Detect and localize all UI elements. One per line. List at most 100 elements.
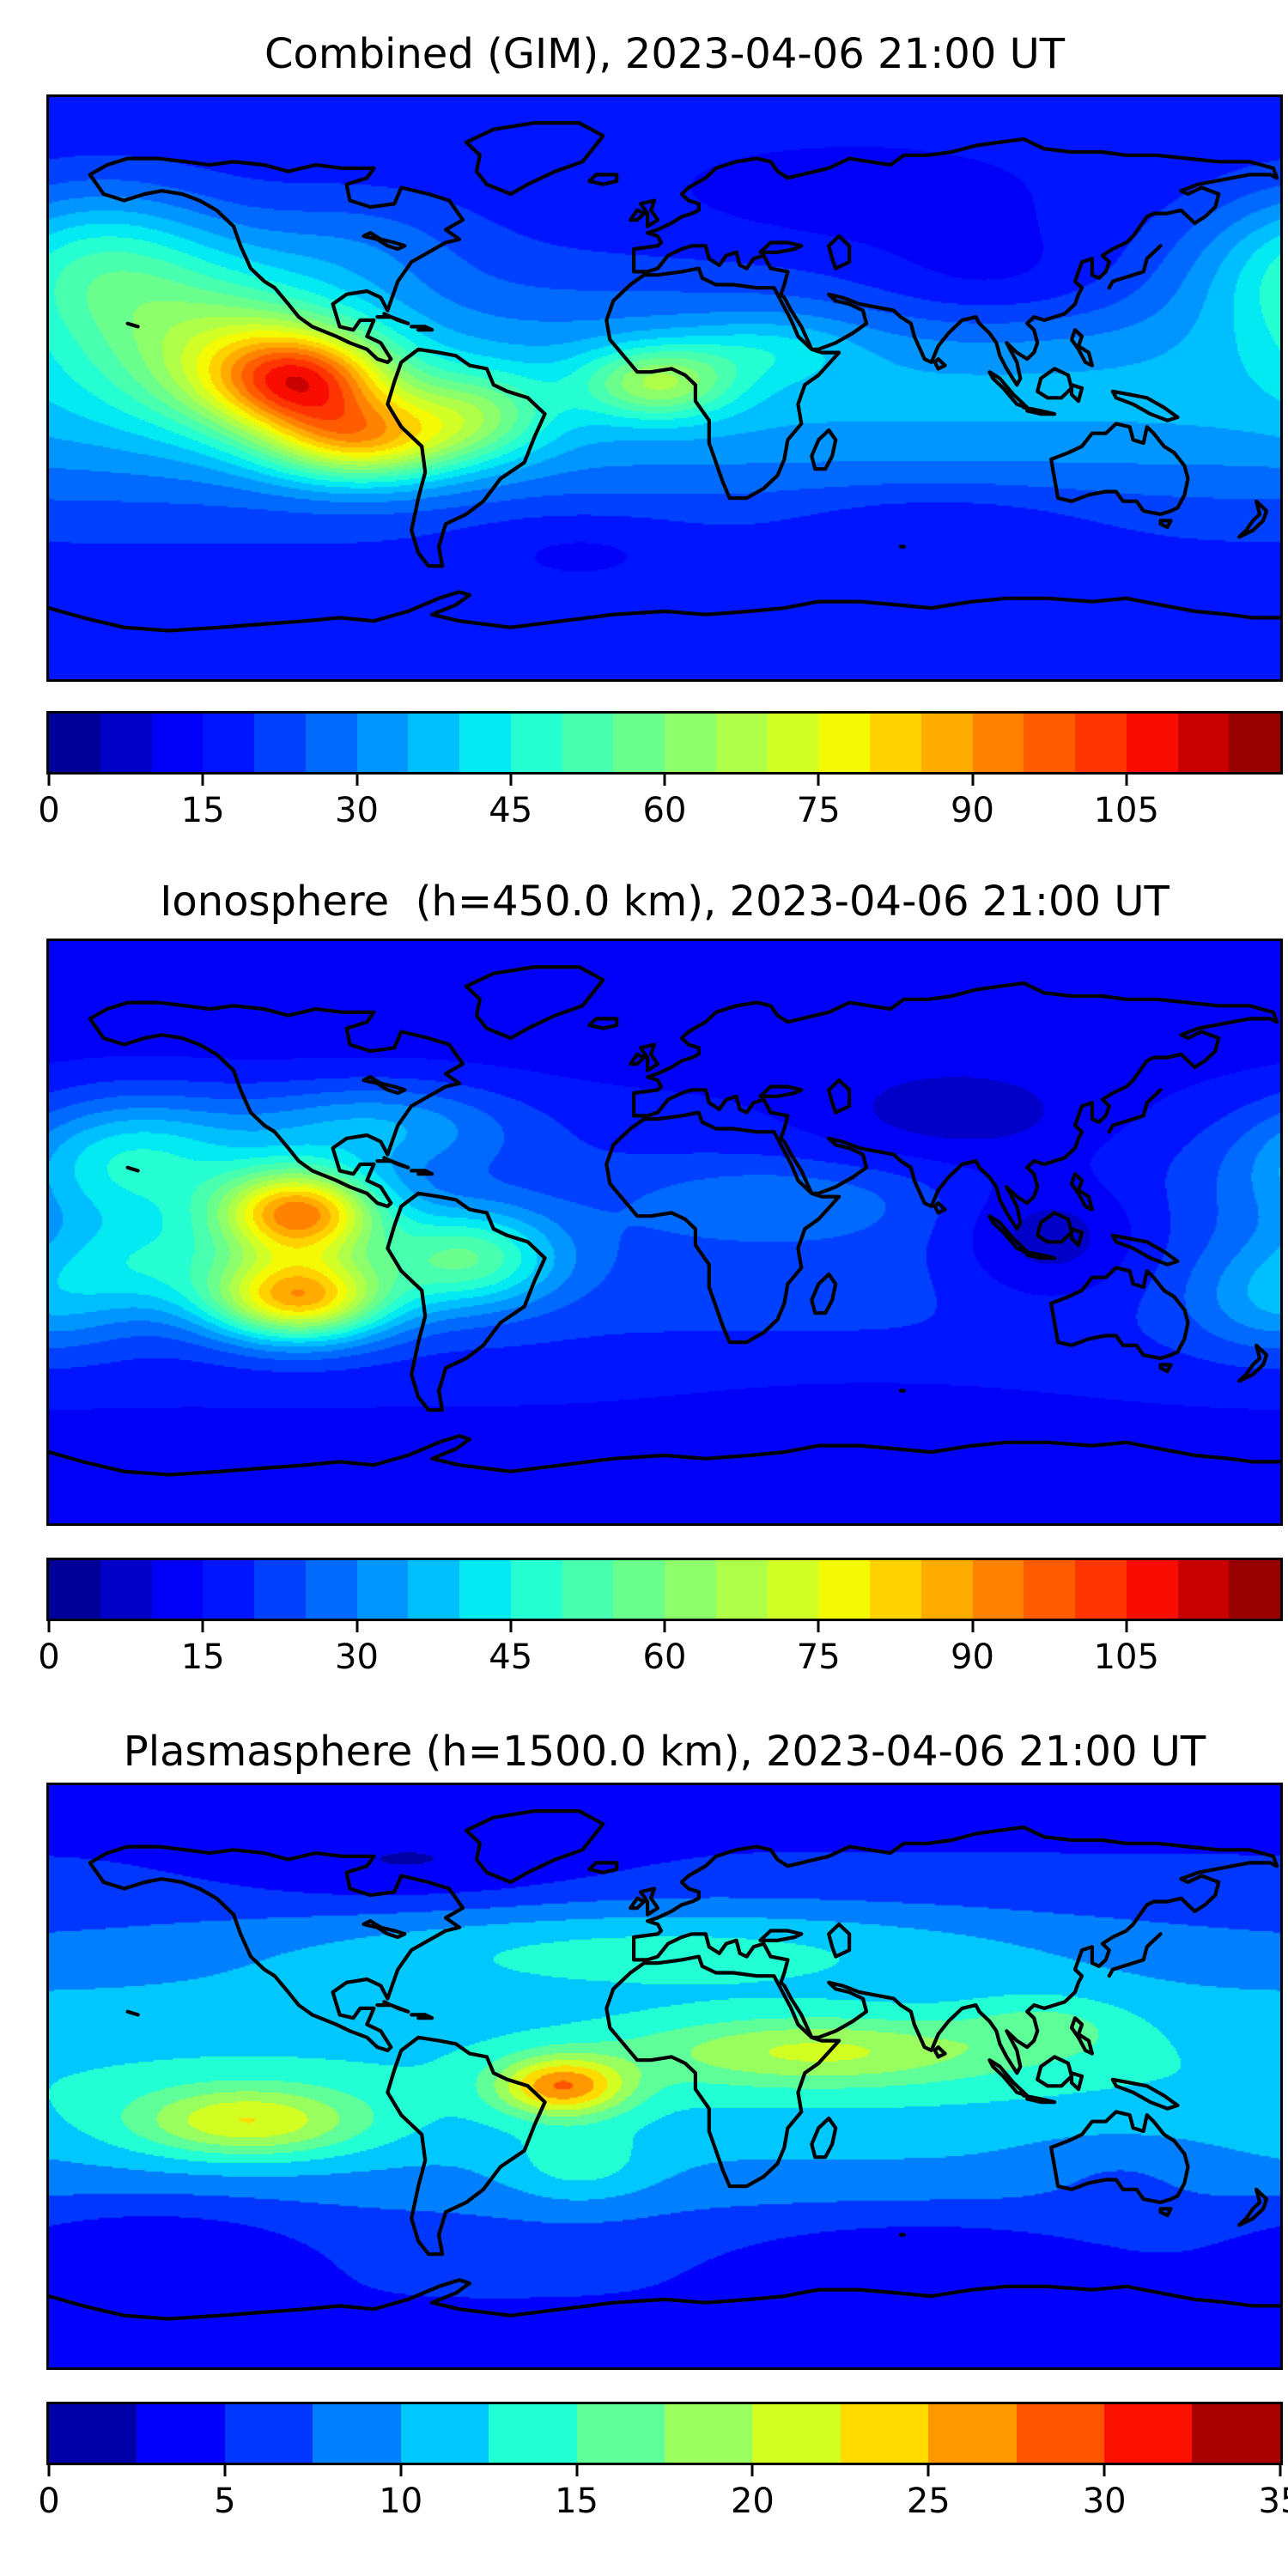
colorbar-tick-mark <box>47 1619 51 1632</box>
colorbar-tick-mark <box>817 1619 820 1632</box>
colorbar-segment <box>203 1560 254 1619</box>
colorbar-tick-label: 35 <box>1258 2482 1288 2521</box>
map-combined-gim <box>46 94 1283 682</box>
colorbar-tickmarks <box>47 772 1280 787</box>
colorbar-segment <box>767 1560 819 1619</box>
colorbar-tick-label: 75 <box>796 1637 841 1677</box>
colorbar-segment <box>489 2404 577 2463</box>
colorbar-tick-label: 10 <box>379 2482 423 2521</box>
colorbar-segment <box>1177 714 1230 772</box>
colorbar-ionosphere <box>46 1558 1283 1621</box>
colorbar-segment <box>1229 1560 1280 1619</box>
colorbar-tick-label: 15 <box>180 1637 225 1677</box>
colorbar-tick-label: 0 <box>38 1637 60 1677</box>
colorbar-tick-label: 90 <box>951 1637 994 1677</box>
colorbar-tick-mark <box>971 772 974 786</box>
colorbar-segment <box>576 2404 665 2463</box>
colorbar-segment <box>818 1560 870 1619</box>
colorbar-segment <box>562 714 614 772</box>
colorbar-tick-mark <box>509 1619 513 1632</box>
colorbar-tick-mark <box>47 2463 51 2476</box>
colorbar-segment <box>1016 2404 1105 2463</box>
colorbar-segment <box>459 714 511 772</box>
colorbar-segment <box>613 1560 665 1619</box>
colorbar-segment <box>613 714 665 772</box>
colorbar-tick-mark <box>355 1619 358 1632</box>
colorbar-tick-mark <box>1103 2463 1106 2476</box>
colorbar-segment <box>1192 2404 1280 2463</box>
colorbar-segment <box>1075 714 1127 772</box>
map-plasmasphere <box>46 1783 1283 2370</box>
colorbar-tick-mark <box>971 1619 974 1632</box>
colorbar-tick-mark <box>817 772 820 786</box>
colorbar-ticklabels: 0 5 10 15 20 25 30 35 <box>38 2482 1288 2522</box>
coastlines-overlay <box>49 1809 1280 2321</box>
colorbar-segment <box>1126 714 1178 772</box>
colorbar-segment <box>408 714 459 772</box>
colorbar-tick-label: 15 <box>180 791 225 830</box>
colorbar-tick-mark <box>1125 1619 1128 1632</box>
coastline-path <box>49 121 1280 633</box>
colorbar-segment <box>767 714 819 772</box>
colorbar-segment <box>254 714 306 772</box>
colorbar-segment <box>1177 1560 1230 1619</box>
colorbar-tick-label: 105 <box>1093 1637 1159 1677</box>
colorbar-combined <box>46 711 1283 775</box>
colorbar-segment <box>920 1560 973 1619</box>
colorbar-tick-mark <box>663 772 666 786</box>
colorbar-tick-mark <box>399 2463 403 2476</box>
coastline-path <box>49 965 1280 1477</box>
colorbar-segment <box>100 1560 152 1619</box>
colorbar-segment <box>1075 1560 1127 1619</box>
colorbar-segment <box>151 714 204 772</box>
colorbar-ticklabels: 0 15 30 45 60 75 90 105 <box>38 1637 1280 1678</box>
colorbar-tick-mark <box>663 1619 666 1632</box>
colorbar-segment <box>715 714 768 772</box>
colorbar-tick-label: 20 <box>730 2482 775 2521</box>
colorbar-segment <box>840 2404 929 2463</box>
colorbar-tick-mark <box>1125 772 1128 786</box>
colorbar-segment <box>870 714 921 772</box>
colorbar-segment <box>928 2404 1017 2463</box>
colorbar-tick-label: 30 <box>335 1637 379 1677</box>
colorbar-segment <box>664 2404 753 2463</box>
colorbar-ticklabels: 0 15 30 45 60 75 90 105 <box>38 791 1280 831</box>
coastline-path <box>49 1809 1280 2321</box>
colorbar-tick-label: 0 <box>38 2482 60 2521</box>
colorbar-segment <box>510 1560 562 1619</box>
colorbar-segment <box>49 2404 137 2463</box>
colorbar-tick-mark <box>750 2463 754 2476</box>
coastlines-overlay <box>49 965 1280 1477</box>
colorbar-segment <box>752 2404 841 2463</box>
colorbar-segment <box>100 714 152 772</box>
colorbar-segment <box>313 2404 401 2463</box>
colorbar-segment <box>920 714 973 772</box>
contour-map-canvas <box>49 941 1280 1523</box>
colorbar-segment <box>1126 1560 1178 1619</box>
colorbar-segment <box>356 1560 409 1619</box>
colorbar-tick-mark <box>47 772 51 786</box>
colorbar-segment <box>408 1560 459 1619</box>
colorbar-segment <box>224 2404 313 2463</box>
colorbar-segment <box>665 1560 716 1619</box>
colorbar-tick-label: 0 <box>38 791 60 830</box>
colorbar-segment <box>870 1560 921 1619</box>
panel-title-combined: Combined (GIM), 2023-04-06 21:00 UT <box>264 30 1066 78</box>
colorbar-segment <box>665 714 716 772</box>
colorbar-tick-mark <box>509 772 513 786</box>
colorbar-segment <box>305 1560 357 1619</box>
colorbar-plasmasphere <box>46 2402 1283 2465</box>
colorbar-tick-label: 30 <box>1082 2482 1127 2521</box>
colorbar-segment <box>1104 2404 1193 2463</box>
colorbar-segment <box>972 714 1024 772</box>
colorbar-segment <box>49 1560 100 1619</box>
colorbar-segment <box>459 1560 511 1619</box>
coastlines-overlay <box>49 121 1280 633</box>
colorbar-segment <box>1229 714 1280 772</box>
colorbar-segment <box>715 1560 768 1619</box>
colorbar-tick-label: 60 <box>642 791 687 830</box>
colorbar-segment <box>356 714 409 772</box>
colorbar-segment <box>203 714 254 772</box>
colorbar-tick-label: 45 <box>489 1637 533 1677</box>
colorbar-tick-label: 30 <box>335 791 379 830</box>
